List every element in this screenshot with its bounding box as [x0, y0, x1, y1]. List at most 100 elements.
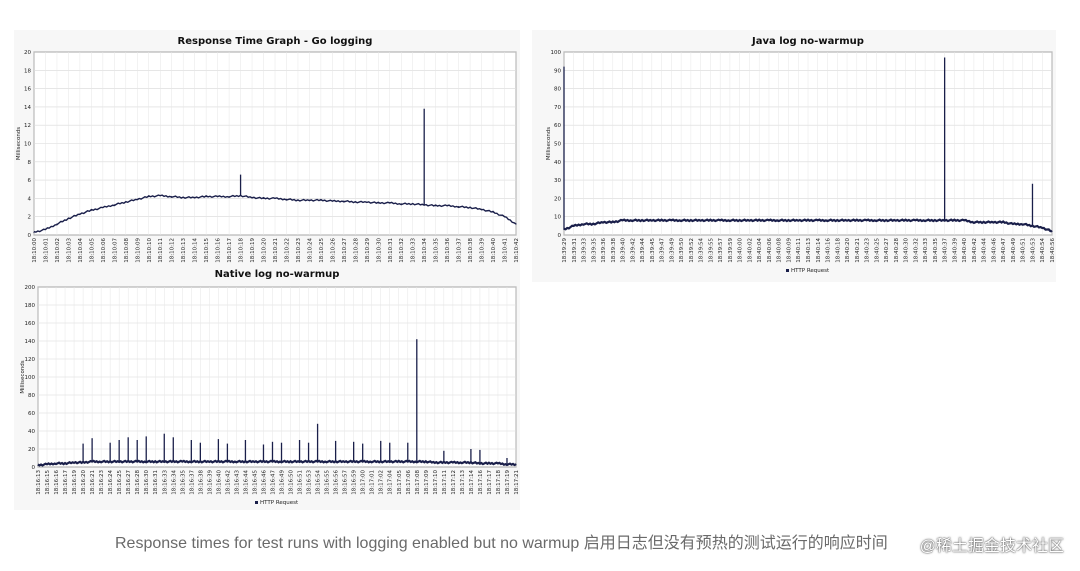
data-point	[423, 204, 425, 206]
data-point	[125, 201, 127, 203]
data-point	[136, 461, 138, 463]
x-tick-label: 18:17:11	[442, 470, 448, 495]
x-tick-label: 18:40:46	[991, 238, 997, 263]
x-tick-label: 18:10:16	[216, 238, 222, 263]
data-point	[1051, 230, 1053, 232]
x-tick-label: 18:16:16	[54, 470, 60, 495]
x-tick-label: 18:16:21	[90, 470, 96, 495]
data-point	[719, 219, 721, 221]
x-tick-label: 18:40:09	[786, 238, 792, 263]
data-point	[612, 221, 614, 223]
x-tick-label: 18:10:33	[411, 238, 417, 263]
chart-native-log-panel: Native log no-warmup 0 20 40 60 80 100 120 140 16…	[14, 265, 520, 510]
x-tick-label: 18:10:30	[376, 238, 382, 263]
data-point	[515, 463, 517, 465]
x-tick-label: 18:40:56	[1050, 238, 1056, 263]
x-tick-label: 18:10:03	[66, 238, 72, 263]
x-tick-label: 18:16:40	[216, 470, 222, 495]
data-point	[787, 219, 790, 221]
java-log-chart: Java log no-warmup 0 10 20 30 40 50 60 70 80 90 100…	[546, 36, 1056, 274]
x-tick-label: 18:39:45	[650, 238, 656, 263]
data-point	[492, 211, 494, 213]
x-tick-label: 18:40:06	[767, 238, 773, 263]
data-point	[1012, 223, 1014, 225]
y-tick-label: 12	[24, 123, 31, 129]
x-tick-label: 18:39:47	[660, 238, 666, 263]
data-point	[470, 461, 472, 464]
x-tick-label: 18:40:47	[1001, 238, 1007, 263]
x-tick-label: 18:10:01	[43, 238, 49, 263]
data-point	[297, 199, 299, 201]
x-tick-label: 18:16:59	[352, 470, 358, 495]
x-tick-label: 18:16:54	[316, 470, 322, 495]
x-tick-label: 18:40:40	[962, 238, 968, 263]
x-tick-label: 18:16:46	[261, 470, 267, 495]
data-point	[33, 231, 35, 233]
data-point	[344, 461, 346, 463]
x-tick-label: 18:39:50	[679, 238, 685, 263]
x-tick-label: 18:10:39	[480, 238, 486, 263]
x-tick-label: 18:17:04	[388, 470, 394, 495]
data-point	[621, 219, 624, 221]
data-point	[797, 219, 799, 221]
data-point	[343, 200, 345, 202]
data-point	[846, 219, 848, 221]
data-point	[739, 219, 741, 221]
data-point	[235, 461, 238, 463]
x-tick-label: 18:16:39	[207, 470, 213, 495]
data-point	[199, 461, 201, 463]
x-tick-label: 18:39:57	[718, 238, 724, 263]
data-point	[181, 461, 183, 463]
data-point	[856, 219, 858, 221]
data-point	[488, 462, 490, 464]
data-point	[274, 197, 276, 199]
data-point	[479, 462, 481, 464]
legend-swatch	[255, 501, 258, 504]
x-tick-label: 18:10:11	[158, 238, 164, 263]
data-point	[914, 219, 916, 221]
data-point	[573, 225, 575, 227]
data-point	[563, 228, 565, 231]
data-point	[163, 461, 165, 463]
y-tick-label: 140	[25, 339, 36, 345]
y-tick-label: 6	[28, 178, 32, 184]
x-tick-label: 18:16:35	[180, 470, 186, 495]
x-tick-label: 18:40:30	[904, 238, 910, 263]
x-tick-label: 18:40:35	[933, 238, 939, 263]
x-tick-label: 18:40:04	[757, 238, 763, 263]
x-tick-label: 18:10:00	[32, 238, 38, 263]
data-point	[298, 461, 301, 463]
data-point	[934, 219, 936, 221]
data-point	[631, 219, 633, 221]
x-tick-label: 18:39:29	[562, 238, 568, 263]
data-point	[67, 217, 70, 220]
data-point	[316, 461, 319, 463]
y-tick-label: 10	[554, 215, 561, 221]
y-tick-label: 4	[28, 196, 32, 202]
watermark: @稀土掘金技术社区	[919, 538, 1064, 555]
x-tick-label: 18:39:55	[708, 238, 714, 263]
data-point	[307, 461, 310, 463]
data-point	[700, 219, 702, 221]
data-point	[64, 462, 66, 464]
y-axis-label: Milliseconds	[20, 360, 26, 393]
x-tick-label: 18:40:33	[923, 238, 929, 263]
data-point	[205, 195, 207, 198]
x-tick-label: 18:39:49	[669, 238, 675, 263]
data-point	[602, 221, 604, 223]
y-tick-label: 60	[554, 123, 561, 129]
y-tick-label: 2	[28, 215, 32, 221]
x-tick-label: 18:10:26	[330, 238, 336, 263]
data-point	[425, 461, 427, 463]
x-tick-label: 18:17:21	[514, 470, 520, 495]
x-tick-label: 18:16:25	[117, 470, 123, 495]
data-point	[194, 196, 196, 199]
y-tick-label: 180	[25, 303, 36, 309]
data-point	[690, 219, 692, 221]
data-point	[82, 461, 84, 464]
data-point	[905, 219, 907, 221]
y-tick-label: 100	[25, 375, 36, 381]
legend-swatch	[786, 269, 789, 272]
legend-label: HTTP Request	[260, 500, 299, 506]
data-point	[271, 461, 274, 463]
